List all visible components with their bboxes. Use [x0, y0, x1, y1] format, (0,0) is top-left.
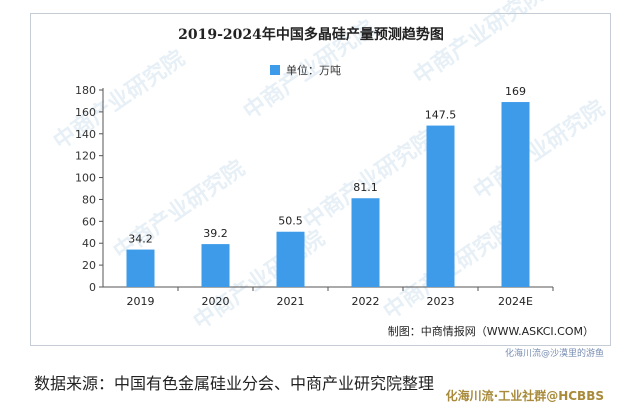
bar-2024E — [501, 102, 530, 288]
chart-bars: 34.2 39.2 50.5 81.1 147.5 169 — [126, 85, 530, 288]
data-label: 50.5 — [278, 215, 303, 228]
x-tick-label: 2020 — [202, 295, 230, 308]
y-tick-label: 140 — [75, 128, 96, 141]
bar-2021 — [276, 231, 305, 287]
y-tick-label: 40 — [82, 237, 96, 250]
bar-2020 — [201, 244, 230, 287]
x-tick-label: 2022 — [352, 295, 380, 308]
chart-credit: 制图：中商情报网（WWW.ASKCI.COM） — [387, 325, 594, 338]
y-tick-label: 80 — [82, 193, 96, 206]
data-label: 34.2 — [128, 233, 153, 246]
data-label: 169 — [505, 85, 526, 98]
y-tick-label: 0 — [89, 281, 96, 294]
background-watermark: 中商产业研究院 — [49, 45, 190, 155]
background-watermark: 中商产业研究院 — [409, 0, 550, 90]
y-tick-label: 180 — [75, 84, 96, 97]
y-tick-label: 160 — [75, 106, 96, 119]
bar-2022 — [351, 198, 380, 287]
x-tick-label: 2024E — [498, 295, 533, 308]
source-note: 数据来源：中国有色金属硅业分会、中商产业研究院整理 — [34, 374, 435, 393]
legend-swatch — [270, 65, 280, 75]
y-tick-label: 100 — [75, 172, 96, 185]
data-label: 81.1 — [353, 181, 378, 194]
y-tick-label: 60 — [82, 215, 96, 228]
x-tick-label: 2023 — [427, 295, 455, 308]
y-tick-label: 120 — [75, 150, 96, 163]
bar-2019 — [126, 249, 155, 287]
legend-label: 单位：万吨 — [286, 64, 341, 77]
background-watermark: 中商产业研究院 — [469, 95, 610, 205]
corner-watermark-top: 化海川流@沙漠里的游鱼 — [504, 349, 604, 359]
chart-title: 2019-2024年中国多晶硅产量预测趋势图 — [178, 27, 444, 43]
bar-2023 — [426, 125, 455, 287]
x-tick-label: 2021 — [277, 295, 305, 308]
chart-axes: 0 20 40 60 80 100 120 140 160 180 2019 2020 2021 2022… — [75, 84, 554, 308]
chart-legend: 单位：万吨 — [270, 63, 341, 77]
data-label: 147.5 — [425, 109, 457, 122]
corner-watermark-bottom: 化海川流·工业社群@HCBBS — [445, 389, 604, 403]
data-label: 39.2 — [203, 227, 228, 240]
y-tick-label: 20 — [82, 259, 96, 272]
x-tick-label: 2019 — [127, 295, 155, 308]
